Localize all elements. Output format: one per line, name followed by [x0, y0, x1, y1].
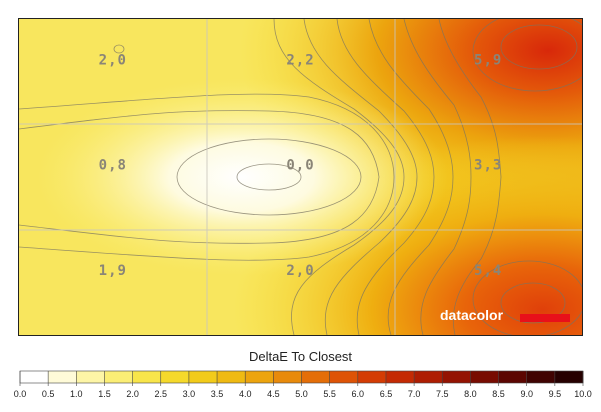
contour-line — [336, 19, 435, 335]
contour-line — [403, 19, 472, 335]
center-coolspot — [39, 67, 499, 287]
contour-line — [472, 19, 582, 92]
colorbar-cell — [470, 371, 499, 383]
contour-lines — [19, 19, 582, 335]
colorbar-tick-label: 9.0 — [520, 389, 533, 399]
colorbar-tick-label: 1.5 — [98, 389, 111, 399]
colorbar-cell — [132, 371, 162, 383]
brand-red-bar — [520, 314, 570, 322]
colorbar-cell — [301, 371, 330, 383]
colorbar-cell — [526, 371, 556, 383]
zone-value-label: 2,0 — [286, 263, 314, 279]
colorbar-tick-label: 6.5 — [380, 389, 393, 399]
colorbar-cell — [273, 371, 302, 383]
zone-value-label: 5,4 — [474, 263, 502, 279]
colorbar-tick-label: 2.5 — [154, 389, 167, 399]
contour-line — [438, 19, 502, 178]
colorbar-tick-label: 0.5 — [42, 389, 55, 399]
colorbar: 0.0 0.5 1.0 1.5 2.0 2.5 3.0 3.5 4.0 4.5 5.0 5.5 6.0 6… — [14, 370, 592, 399]
colorbar-tick-label: 6.0 — [352, 389, 365, 399]
colorbar-tick-label: 1.0 — [70, 389, 83, 399]
datacolor-logo: datacolor — [440, 307, 570, 323]
colorbar-tick-label: 4.5 — [267, 389, 280, 399]
contour-line — [303, 19, 418, 335]
colorbar-cell — [414, 371, 443, 383]
colorbar-cell — [217, 371, 246, 383]
colorbar-tick-label: 8.0 — [464, 389, 477, 399]
contour-line — [452, 176, 502, 335]
brand-wordmark: datacolor — [440, 307, 504, 323]
zone-value-label: 2,2 — [286, 52, 314, 68]
colorbar-cell — [188, 371, 218, 383]
colorbar-tick-label: 7.0 — [408, 389, 421, 399]
colorbar-tick-label: 3.5 — [211, 389, 224, 399]
grid-lines — [19, 19, 582, 335]
colorbar-cell — [245, 371, 274, 383]
contour-line — [472, 260, 582, 335]
colorbar-cell — [357, 371, 387, 383]
zone-labels: 2,0 2,2 5,9 0,8 0,0 3,3 1,9 2,0 5,4 — [99, 52, 502, 279]
contour-line — [113, 44, 125, 54]
colorbar-cell — [76, 371, 105, 383]
contour-line — [176, 138, 362, 216]
zone-value-label: 1,9 — [99, 263, 127, 279]
contour-line — [236, 163, 302, 191]
colorbar-tick-label: 10.0 — [574, 389, 592, 399]
colorbar-cell — [160, 371, 190, 383]
zone-value-label: 5,9 — [474, 52, 502, 68]
colorbar-cell — [48, 371, 77, 383]
colorbar-cell — [554, 371, 584, 383]
colorbar-tick-label: 2.0 — [126, 389, 139, 399]
contour-line — [19, 93, 395, 261]
zone-value-label: 0,0 — [286, 158, 314, 174]
colorbar-tick-label: 0.0 — [14, 389, 27, 399]
colorbar-cell — [329, 371, 359, 383]
colorbar-cell — [442, 371, 471, 383]
contour-plot-area: 2,0 2,2 5,9 0,8 0,0 3,3 1,9 2,0 5,4 — [18, 18, 583, 336]
colorbar-tick-label: 5.5 — [323, 389, 336, 399]
contour-line — [368, 19, 454, 335]
colorbar-cell — [20, 371, 49, 383]
colorbar-cell — [104, 371, 133, 383]
colorbar-tick-label: 4.0 — [239, 389, 252, 399]
contour-plot: 2,0 2,2 5,9 0,8 0,0 3,3 1,9 2,0 5,4 — [19, 19, 582, 335]
colorbar-tick-label: 9.5 — [549, 389, 562, 399]
colorbar-tick-label: 7.5 — [436, 389, 449, 399]
contour-line — [19, 110, 380, 244]
colorbar-cells — [19, 370, 584, 384]
zone-value-label: 3,3 — [474, 158, 502, 174]
colorbar-cell — [498, 371, 527, 383]
colorbar-title: DeltaE To Closest — [248, 349, 353, 364]
contour-line — [500, 282, 566, 324]
colorbar-cell — [385, 371, 415, 383]
contour-line — [500, 24, 578, 70]
zone-value-label: 0,8 — [99, 158, 127, 174]
colorbar-tick-label: 8.5 — [492, 389, 505, 399]
colorbar-tick-label: 5.0 — [295, 389, 308, 399]
colorbar-ticks: 0.0 0.5 1.0 1.5 2.0 2.5 3.0 3.5 4.0 4.5 5.0 5.5 6.0 6… — [14, 371, 592, 399]
zone-value-label: 2,0 — [99, 52, 127, 68]
colorbar-tick-label: 3.0 — [183, 389, 196, 399]
contour-line — [273, 19, 405, 335]
